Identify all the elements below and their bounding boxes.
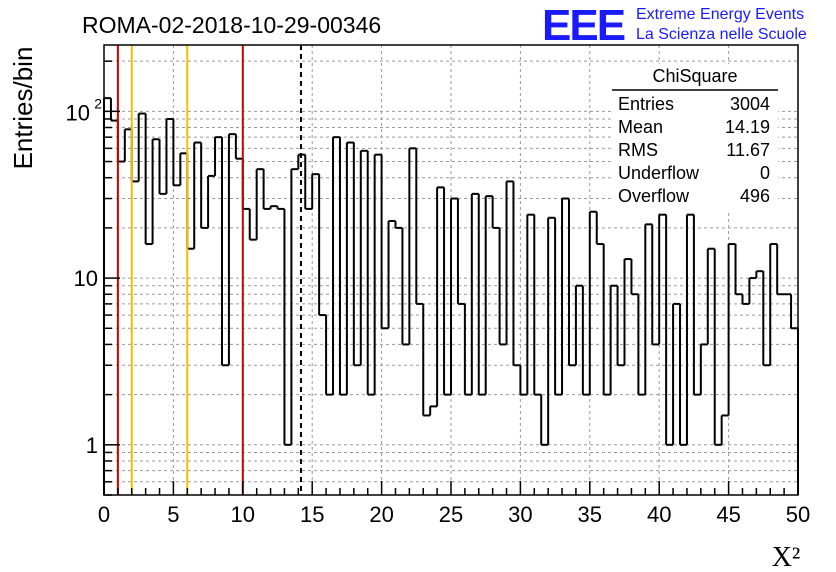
y-tick-label: 10	[66, 100, 90, 125]
x-axis-label: X²	[772, 542, 801, 572]
stats-box-title: ChiSquare	[652, 66, 737, 86]
x-tick-label: 25	[439, 502, 463, 527]
x-tick-label: 35	[578, 502, 602, 527]
stats-value-rms: 11.67	[726, 140, 770, 160]
x-tick-label: 0	[98, 502, 110, 527]
x-tick-label: 20	[369, 502, 393, 527]
y-tick-label: 1	[86, 433, 98, 458]
y-tick-exponent: 2	[94, 95, 102, 111]
stats-label-entries: Entries	[618, 94, 674, 114]
stats-value-entries: 3004	[730, 94, 770, 114]
stats-label-rms: RMS	[618, 140, 658, 160]
logo-line-1: Extreme Energy Events	[636, 6, 804, 23]
stats-value-underflow: 0	[760, 163, 770, 183]
x-tick-label: 10	[231, 502, 255, 527]
x-tick-label: 30	[508, 502, 532, 527]
x-tick-label: 40	[647, 502, 671, 527]
y-tick-label: 10	[74, 266, 98, 291]
stats-label-overflow: Overflow	[618, 186, 690, 206]
eee-logo: EEE Extreme Energy Events La Scienza nel…	[542, 1, 807, 50]
stats-value-mean: 14.19	[725, 117, 770, 137]
chart-title: ROMA-02-2018-10-29-00346	[82, 12, 381, 38]
y-axis-label: Entries/bin	[8, 47, 38, 170]
x-tick-label: 5	[167, 502, 179, 527]
stats-box: ChiSquare Entries 3004 Mean 14.19 RMS 11…	[612, 64, 778, 212]
stats-value-overflow: 496	[740, 186, 770, 206]
x-tick-label: 45	[716, 502, 740, 527]
eee-logo-mark: EEE	[542, 1, 625, 50]
stats-box-background	[612, 64, 778, 212]
reference-lines	[116, 45, 302, 495]
stats-label-mean: Mean	[618, 117, 663, 137]
x-tick-label: 15	[300, 502, 324, 527]
logo-line-2: La Scienza nelle Scuole	[636, 26, 807, 43]
x-tick-label: 50	[786, 502, 810, 527]
stats-label-underflow: Underflow	[618, 163, 700, 183]
